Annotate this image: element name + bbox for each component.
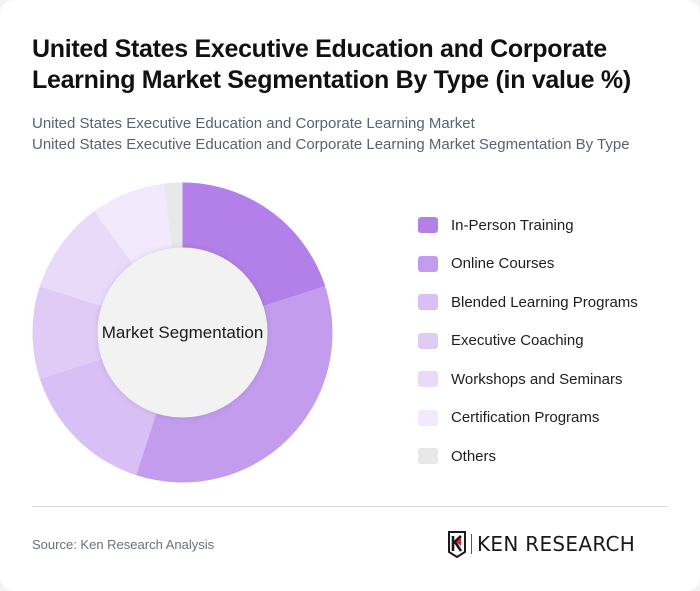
donut-slice-executive-coaching[interactable] (32, 286, 103, 379)
donut-hole (97, 247, 268, 418)
subtitle-line-2: United States Executive Education and Co… (32, 136, 630, 153)
donut-slice-workshops-and-seminars[interactable] (39, 211, 134, 307)
legend-swatch (418, 217, 438, 234)
legend-swatch (418, 448, 438, 465)
legend-label: Workshops and Seminars (451, 370, 623, 388)
legend-label: Certification Programs (451, 409, 600, 427)
ken-research-logo: KEN RESEARCH (447, 530, 635, 558)
chart-title: United States Executive Education and Co… (32, 35, 631, 94)
footer-divider (32, 506, 668, 507)
chart-subtitle: United States Executive Education and Co… (32, 113, 682, 155)
donut-slice-others[interactable] (163, 182, 183, 250)
subtitle-line-1: United States Executive Education and Co… (32, 115, 475, 132)
donut-slice-certification-programs[interactable] (94, 183, 172, 265)
legend-label: Blended Learning Programs (451, 293, 638, 311)
legend-swatch (418, 409, 438, 426)
legend-item-online-courses[interactable]: Online Courses (418, 245, 688, 284)
legend-label: Online Courses (451, 255, 555, 273)
donut-slice-online-courses[interactable] (136, 286, 333, 483)
legend-swatch (418, 371, 438, 388)
legend-label: In-Person Training (451, 216, 574, 234)
legend-item-blended-learning-programs[interactable]: Blended Learning Programs (418, 283, 688, 322)
logo-text: KEN RESEARCH (477, 532, 636, 556)
donut-slice-blended-learning-programs[interactable] (39, 358, 157, 476)
donut-chart: Market Segmentation (30, 180, 335, 485)
donut-slice-in-person-training[interactable] (182, 182, 326, 307)
donut-slices (32, 182, 333, 483)
legend-swatch (418, 255, 438, 272)
logo-separator (471, 534, 472, 554)
legend-swatch (418, 294, 438, 311)
ken-research-shield-icon (448, 531, 466, 558)
legend-item-others[interactable]: Others (418, 437, 688, 476)
chart-legend: In-Person Training Online Courses Blende… (418, 206, 688, 476)
legend-item-in-person-training[interactable]: In-Person Training (418, 206, 688, 245)
legend-item-certification-programs[interactable]: Certification Programs (418, 399, 688, 438)
donut-svg (32, 182, 333, 483)
legend-label: Executive Coaching (451, 332, 584, 350)
legend-swatch (418, 332, 438, 349)
legend-label: Others (451, 447, 497, 465)
legend-item-executive-coaching[interactable]: Executive Coaching (418, 322, 688, 361)
legend-item-workshops-and-seminars[interactable]: Workshops and Seminars (418, 360, 688, 399)
source-note: Source: Ken Research Analysis (32, 537, 215, 552)
